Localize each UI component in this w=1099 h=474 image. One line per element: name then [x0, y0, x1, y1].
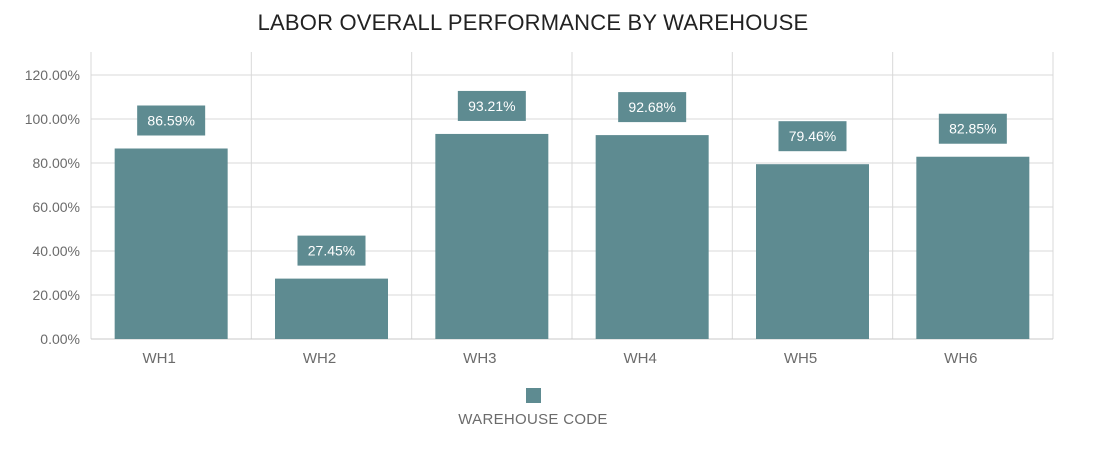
x-tick-label: WH2 — [303, 350, 336, 367]
data-label: 27.45% — [308, 243, 355, 259]
bar-wh5[interactable] — [756, 164, 869, 339]
data-label-box — [297, 235, 366, 266]
legend-label: WAREHOUSE CODE — [458, 411, 608, 428]
data-label-box — [137, 105, 206, 136]
y-tick-label: 0.00% — [40, 331, 80, 347]
y-axis-tick-labels: 0.00% 20.00% 40.00% 60.00% 80.00% 100.00% 120.… — [25, 67, 80, 347]
bar-wh2[interactable] — [275, 278, 388, 339]
data-label: 82.85% — [949, 121, 996, 137]
y-tick-label: 80.00% — [33, 155, 80, 171]
data-label: 93.21% — [468, 98, 515, 114]
y-tick-label: 100.00% — [25, 111, 80, 127]
y-tick-label: 120.00% — [25, 67, 80, 83]
data-label-box — [618, 92, 687, 123]
bar-wh3[interactable] — [435, 133, 549, 339]
y-tick-label: 20.00% — [33, 287, 80, 303]
bar-wh4[interactable] — [595, 135, 709, 339]
x-tick-label: WH6 — [944, 350, 977, 367]
data-label: 86.59% — [147, 113, 194, 129]
y-tick-label: 40.00% — [33, 243, 80, 259]
y-tick-label: 60.00% — [33, 199, 80, 215]
legend[interactable]: WAREHOUSE CODE — [0, 388, 1066, 428]
data-label: 79.46% — [789, 128, 836, 144]
gridlines — [90, 52, 1054, 340]
chart-title: LABOR OVERALL PERFORMANCE BY WAREHOUSE — [257, 10, 809, 35]
bar-wh6[interactable] — [916, 156, 1030, 339]
x-axis-tick-labels: WH1 WH2 WH3 WH4 WH5 WH6 — [142, 350, 977, 367]
data-label: 92.68% — [628, 99, 675, 115]
x-tick-label: WH5 — [784, 350, 817, 367]
data-labels: 86.59% 27.45% 93.21% 92.68% 79.46% 82.85% — [137, 90, 1007, 266]
x-tick-label: WH3 — [463, 350, 496, 367]
legend-swatch — [525, 388, 541, 403]
data-label-box — [778, 121, 847, 152]
bars — [114, 133, 1030, 339]
x-tick-label: WH1 — [142, 350, 175, 367]
x-tick-label: WH4 — [623, 350, 656, 367]
data-label-box — [457, 90, 526, 121]
bar-wh1[interactable] — [114, 148, 228, 339]
data-label-box — [938, 113, 1007, 144]
